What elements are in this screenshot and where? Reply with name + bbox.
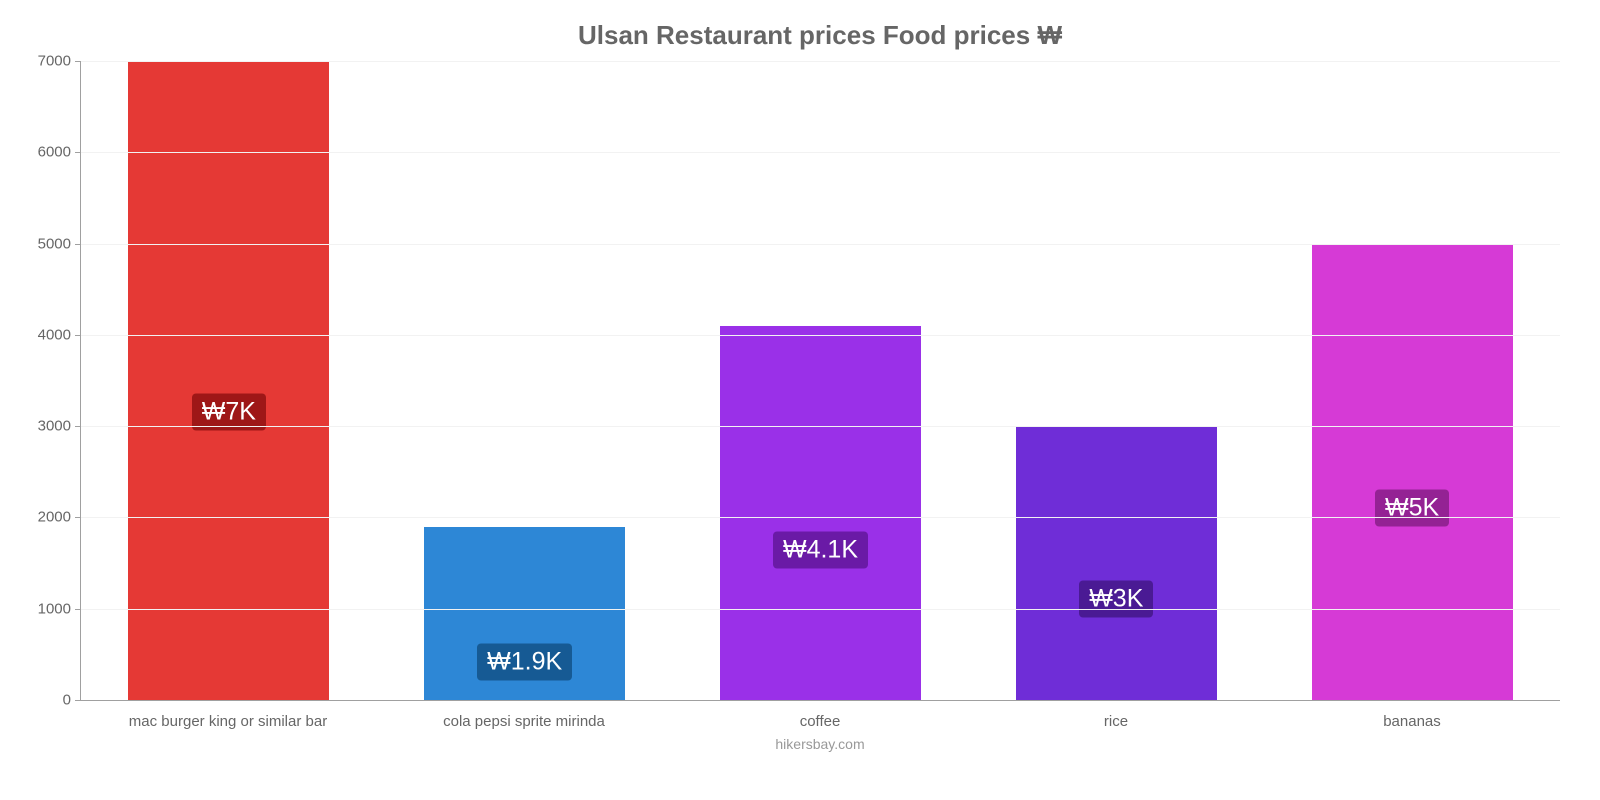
chart-container: Ulsan Restaurant prices Food prices ₩ ₩7… xyxy=(0,0,1600,800)
bar: ₩5K xyxy=(1312,244,1513,700)
bar-slot: ₩3K xyxy=(968,61,1264,700)
bar-slot: ₩7K xyxy=(81,61,377,700)
bar-slot: ₩1.9K xyxy=(377,61,673,700)
bar: ₩4.1K xyxy=(720,326,921,700)
bar-value-label: ₩1.9K xyxy=(477,643,572,680)
ytick-label: 2000 xyxy=(21,509,71,526)
plot-area: ₩7K₩1.9K₩4.1K₩3K₩5K 01000200030004000500… xyxy=(80,61,1560,701)
x-axis-label: cola pepsi sprite mirinda xyxy=(376,713,672,730)
x-axis-label: rice xyxy=(968,713,1264,730)
chart-footer: hikersbay.com xyxy=(80,736,1560,752)
gridline xyxy=(81,152,1560,153)
ytick-mark xyxy=(75,426,81,427)
gridline xyxy=(81,609,1560,610)
x-axis-label: coffee xyxy=(672,713,968,730)
ytick-mark xyxy=(75,335,81,336)
ytick-label: 1000 xyxy=(21,600,71,617)
ytick-label: 3000 xyxy=(21,418,71,435)
bar-value-label: ₩5K xyxy=(1375,490,1449,527)
x-axis-labels: mac burger king or similar barcola pepsi… xyxy=(80,713,1560,730)
x-axis-label: mac burger king or similar bar xyxy=(80,713,376,730)
bars-group: ₩7K ₩1.9K ₩4.1K ₩3K ₩5K xyxy=(81,61,1560,700)
bar-value-label: ₩3K xyxy=(1079,580,1153,617)
bar-slot: ₩5K xyxy=(1264,61,1560,700)
bar: ₩7K xyxy=(128,61,329,700)
gridline xyxy=(81,61,1560,62)
x-axis-label: bananas xyxy=(1264,713,1560,730)
ytick-label: 5000 xyxy=(21,235,71,252)
ytick-label: 0 xyxy=(21,692,71,709)
gridline xyxy=(81,244,1560,245)
gridline xyxy=(81,335,1560,336)
gridline xyxy=(81,517,1560,518)
ytick-label: 6000 xyxy=(21,144,71,161)
ytick-mark xyxy=(75,609,81,610)
ytick-mark xyxy=(75,517,81,518)
chart-title: Ulsan Restaurant prices Food prices ₩ xyxy=(80,20,1560,51)
ytick-mark xyxy=(75,61,81,62)
bar-value-label: ₩4.1K xyxy=(773,532,868,569)
ytick-label: 7000 xyxy=(21,53,71,70)
ytick-label: 4000 xyxy=(21,326,71,343)
ytick-mark xyxy=(75,700,81,701)
bar-slot: ₩4.1K xyxy=(673,61,969,700)
bar: ₩3K xyxy=(1016,426,1217,700)
gridline xyxy=(81,426,1560,427)
ytick-mark xyxy=(75,244,81,245)
bar: ₩1.9K xyxy=(424,527,625,700)
ytick-mark xyxy=(75,152,81,153)
